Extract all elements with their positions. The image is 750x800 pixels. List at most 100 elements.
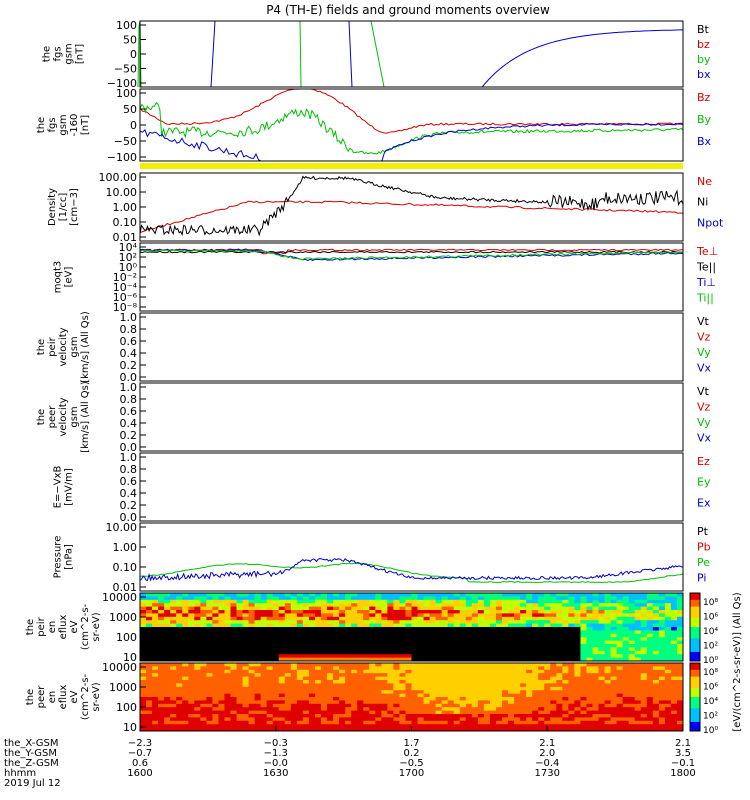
spec-cell: [188, 647, 195, 652]
spec-cell: [604, 680, 612, 684]
spec-cell: [260, 720, 268, 725]
spec-cell: [514, 596, 521, 601]
spec-cell: [634, 596, 642, 601]
spec-cell: [236, 654, 244, 659]
spec-cell: [206, 647, 213, 652]
spec-cell: [640, 599, 648, 604]
spec-cell: [339, 714, 346, 718]
spec-cell: [526, 593, 533, 597]
spec-cell: [272, 697, 280, 701]
spec-cell: [622, 610, 630, 614]
spec-cell: [218, 610, 225, 614]
colorbar-cell: [690, 656, 700, 660]
spec-cell: [272, 657, 280, 662]
spec-cell: [375, 666, 382, 671]
y-axis-label-line: Density: [47, 188, 58, 226]
spec-cell: [351, 703, 358, 708]
spec-cell: [278, 717, 286, 722]
spec-cell: [152, 654, 159, 659]
spec-cell: [544, 714, 551, 718]
spec-cell: [670, 724, 678, 729]
spec-cell: [284, 703, 292, 708]
spec-cell: [236, 720, 244, 725]
spec-cell: [158, 683, 165, 688]
spec-cell: [363, 720, 370, 725]
spec-cell: [640, 633, 648, 638]
spec-cell: [345, 654, 352, 659]
spec-cell: [471, 627, 479, 631]
spec-cell: [483, 640, 491, 645]
spec-cell: [411, 683, 419, 688]
spec-cell: [278, 640, 286, 645]
spec-cell: [242, 683, 250, 688]
x-tick-value: −0.3: [264, 738, 288, 749]
spec-cell: [212, 630, 219, 635]
spec-cell: [586, 693, 593, 698]
spec-cell: [453, 610, 461, 614]
spec-cell: [453, 717, 461, 722]
spec-cell: [236, 610, 244, 614]
spec-cell: [272, 654, 280, 659]
spec-cell: [538, 596, 545, 601]
spec-cell: [351, 627, 358, 631]
spec-cell: [224, 654, 231, 659]
spec-cell: [502, 599, 509, 604]
spec-cell: [308, 633, 316, 638]
spec-cell: [562, 693, 569, 698]
spec-cell: [254, 650, 262, 655]
spec-cell: [339, 697, 346, 701]
spec-cell: [146, 683, 153, 688]
spec-cell: [308, 654, 316, 659]
spec-cell: [526, 630, 533, 635]
spec-cell: [556, 644, 563, 648]
spec-cell: [272, 717, 280, 722]
spec-cell: [212, 697, 219, 701]
spec-cell: [477, 654, 485, 659]
spec-cell: [194, 663, 201, 667]
spec-cell: [152, 676, 159, 681]
spec-cell: [610, 686, 618, 691]
spec-cell: [272, 700, 280, 705]
spec-cell: [327, 663, 334, 667]
colorbar-cell: [690, 606, 700, 610]
spec-cell: [580, 637, 587, 642]
spec-cell: [146, 724, 153, 729]
spec-cell: [471, 724, 479, 729]
spec-cell: [284, 686, 292, 691]
spec-cell: [429, 650, 437, 655]
spec-cell: [381, 680, 388, 684]
spec-cell: [248, 714, 256, 718]
spec-cell: [502, 683, 509, 688]
spec-cell: [477, 603, 485, 608]
colorbar-cell: [690, 663, 700, 666]
spec-cell: [302, 640, 310, 645]
spec-cell: [218, 623, 225, 628]
y-tick-label: −50: [114, 63, 137, 76]
x-row-label: hhmm: [4, 768, 36, 779]
spec-cell: [646, 666, 654, 671]
spec-cell: [508, 700, 515, 705]
panel-frame: [139, 452, 684, 522]
spec-cell: [532, 613, 539, 618]
spec-cell: [568, 707, 575, 712]
spec-cell: [574, 724, 581, 729]
spec-cell: [556, 616, 563, 621]
spec-cell: [532, 633, 539, 638]
spec-cell: [417, 647, 425, 652]
colorbar-frame: [689, 592, 701, 662]
spec-cell: [345, 697, 352, 701]
spec-cell: [526, 680, 533, 684]
spec-cell: [158, 686, 165, 691]
spec-cell: [302, 686, 310, 691]
spec-cell: [399, 596, 406, 601]
spec-cell: [405, 657, 412, 662]
spec-cell: [676, 647, 684, 652]
spec-cell: [170, 616, 177, 621]
spec-cell: [471, 640, 479, 645]
spec-cell: [218, 627, 225, 631]
spec-cell: [314, 637, 322, 642]
spec-cell: [182, 697, 189, 701]
spec-cell: [592, 700, 600, 705]
spec-cell: [393, 599, 400, 604]
spec-cell: [260, 613, 268, 618]
